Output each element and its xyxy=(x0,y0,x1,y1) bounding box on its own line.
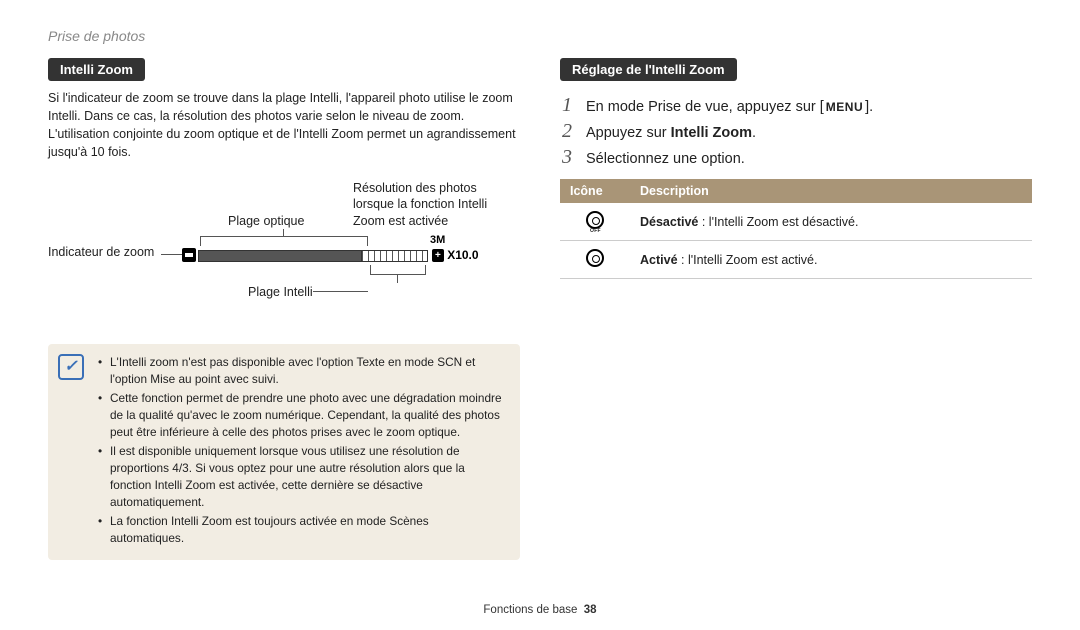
zoom-bar-optical-segment xyxy=(198,250,362,262)
step-text-part: ]. xyxy=(865,99,873,115)
table-row: Désactivé : l'Intelli Zoom est désactivé… xyxy=(560,203,1032,241)
step-2: 2 Appuyez sur Intelli Zoom. xyxy=(560,121,1032,141)
label-resolution: Résolution des photos lorsque la fonctio… xyxy=(353,180,493,231)
note-item: Cette fonction permet de prendre une pho… xyxy=(98,390,506,441)
intelli-off-icon xyxy=(586,211,604,229)
note-box: ✓ L'Intelli zoom n'est pas disponible av… xyxy=(48,344,520,560)
step-text-part: Appuyez sur xyxy=(586,125,671,141)
step-text: En mode Prise de vue, appuyez sur [MENU]… xyxy=(586,99,873,115)
step-number: 2 xyxy=(560,121,574,141)
brace-optique xyxy=(200,236,368,246)
resolution-3m-icon: 3M xyxy=(430,234,445,246)
footer-section: Fonctions de base xyxy=(483,604,577,616)
zoom-bar xyxy=(198,250,428,262)
col-header-icon: Icône xyxy=(560,179,630,203)
table-row: Activé : l'Intelli Zoom est activé. xyxy=(560,241,1032,279)
note-item: Il est disponible uniquement lorsque vou… xyxy=(98,443,506,511)
manual-page: Prise de photos Intelli Zoom Si l'indica… xyxy=(0,0,1080,630)
two-column-layout: Intelli Zoom Si l'indicateur de zoom se … xyxy=(48,58,1032,560)
step-number: 1 xyxy=(560,95,574,115)
right-column: Réglage de l'Intelli Zoom 1 En mode Pris… xyxy=(560,58,1032,560)
label-plage-intelli: Plage Intelli xyxy=(248,285,313,299)
cell-icon xyxy=(560,203,630,241)
step-text: Appuyez sur Intelli Zoom. xyxy=(586,125,756,141)
menu-chip: MENU xyxy=(824,100,865,114)
col-header-description: Description xyxy=(630,179,1032,203)
brace-intelli xyxy=(370,265,426,275)
step-text-part: . xyxy=(752,125,756,141)
section-heading-reglage: Réglage de l'Intelli Zoom xyxy=(560,58,737,81)
zoom-readout: + X10.0 xyxy=(432,248,479,262)
cell-icon xyxy=(560,241,630,279)
step-3: 3 Sélectionnez une option. xyxy=(560,147,1032,167)
step-number: 3 xyxy=(560,147,574,167)
cell-description: Activé : l'Intelli Zoom est activé. xyxy=(630,241,1032,279)
option-name: Activé xyxy=(640,253,678,267)
label-plage-optique: Plage optique xyxy=(228,214,304,228)
footer-page-number: 38 xyxy=(584,604,597,616)
callout-line-intelli xyxy=(313,291,368,292)
option-desc: : l'Intelli Zoom est activé. xyxy=(678,253,818,267)
step-text-bold: Intelli Zoom xyxy=(671,125,752,141)
step-1: 1 En mode Prise de vue, appuyez sur [MEN… xyxy=(560,95,1032,115)
step-text: Sélectionnez une option. xyxy=(586,151,745,167)
zoom-bar-intelli-segment xyxy=(362,250,428,262)
note-item: L'Intelli zoom n'est pas disponible avec… xyxy=(98,354,506,388)
option-name: Désactivé xyxy=(640,215,698,229)
zoom-indicator-icon xyxy=(182,248,196,262)
section-heading-intelli-zoom: Intelli Zoom xyxy=(48,58,145,81)
cell-description: Désactivé : l'Intelli Zoom est désactivé… xyxy=(630,203,1032,241)
note-list: L'Intelli zoom n'est pas disponible avec… xyxy=(98,354,506,548)
intro-paragraph: Si l'indicateur de zoom se trouve dans l… xyxy=(48,89,520,162)
steps-list: 1 En mode Prise de vue, appuyez sur [MEN… xyxy=(560,95,1032,167)
table-header-row: Icône Description xyxy=(560,179,1032,203)
brace-optique-tick xyxy=(283,229,284,236)
plus-icon: + xyxy=(432,249,444,262)
zoom-value: X10.0 xyxy=(447,248,478,262)
option-desc: : l'Intelli Zoom est désactivé. xyxy=(698,215,858,229)
page-footer: Fonctions de base 38 xyxy=(0,604,1080,616)
brace-intelli-tick xyxy=(397,275,398,283)
zoom-diagram: Résolution des photos lorsque la fonctio… xyxy=(48,180,520,330)
left-column: Intelli Zoom Si l'indicateur de zoom se … xyxy=(48,58,520,560)
note-icon: ✓ xyxy=(58,354,84,380)
breadcrumb: Prise de photos xyxy=(48,28,1032,44)
step-text-part: En mode Prise de vue, appuyez sur [ xyxy=(586,99,824,115)
note-item: La fonction Intelli Zoom est toujours ac… xyxy=(98,513,506,547)
label-indicateur: Indicateur de zoom xyxy=(48,245,154,259)
options-table: Icône Description Désactivé : l'Intelli … xyxy=(560,179,1032,279)
intelli-on-icon xyxy=(586,249,604,267)
